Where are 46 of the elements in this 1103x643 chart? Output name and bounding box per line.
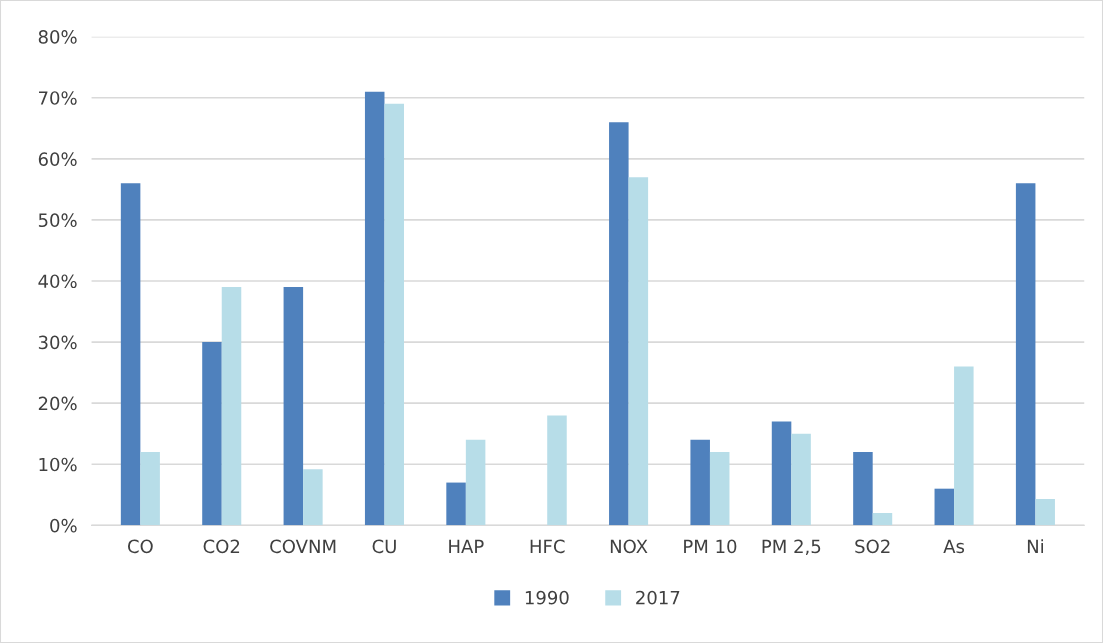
bar <box>364 91 385 526</box>
bar <box>609 122 629 526</box>
bar <box>120 183 141 526</box>
x-tick-label: CO2 <box>203 539 240 554</box>
bar <box>202 342 222 526</box>
bar <box>872 513 893 526</box>
x-tick-label: As <box>943 539 965 554</box>
y-tick-label: 30% <box>38 335 77 350</box>
x-tick-label: HAP <box>449 539 484 553</box>
bar <box>303 469 323 526</box>
y-tick-label: 10% <box>39 457 77 472</box>
bar <box>954 366 974 526</box>
bar <box>709 452 730 526</box>
bar <box>628 177 649 526</box>
bar <box>384 103 405 526</box>
x-tick-label: NOX <box>610 539 648 554</box>
bar <box>771 421 792 526</box>
x-tick-label: CO <box>127 539 153 554</box>
bar <box>446 482 466 526</box>
y-tick-label: 80% <box>38 30 77 44</box>
legend-label: 1990 <box>525 590 569 605</box>
y-tick-label: 70% <box>39 91 77 105</box>
x-tick-label: HFC <box>530 539 565 554</box>
bar <box>140 452 160 526</box>
bar <box>1035 499 1055 526</box>
x-tick-label: PM 2,5 <box>762 539 821 556</box>
bar <box>853 452 873 526</box>
y-tick-label: 20% <box>38 396 77 411</box>
x-tick-label: Ni <box>1027 539 1043 553</box>
x-tick-label: COVNM <box>270 539 336 554</box>
bar <box>283 287 304 526</box>
bar <box>690 439 710 526</box>
bar <box>221 287 242 526</box>
y-tick-label: 50% <box>38 213 77 228</box>
bar <box>547 415 567 526</box>
bar <box>934 488 955 526</box>
x-tick-label: SO2 <box>855 539 890 554</box>
bar <box>1015 183 1036 526</box>
legend-label: 2017 <box>636 590 680 605</box>
y-tick-label: 60% <box>38 152 77 166</box>
bar <box>465 439 486 526</box>
y-tick-label: 40% <box>38 274 77 289</box>
x-tick-label: CU <box>372 539 396 554</box>
y-tick-label: 0% <box>50 518 77 533</box>
x-tick-label: PM 10 <box>684 539 737 554</box>
bar <box>791 433 811 526</box>
